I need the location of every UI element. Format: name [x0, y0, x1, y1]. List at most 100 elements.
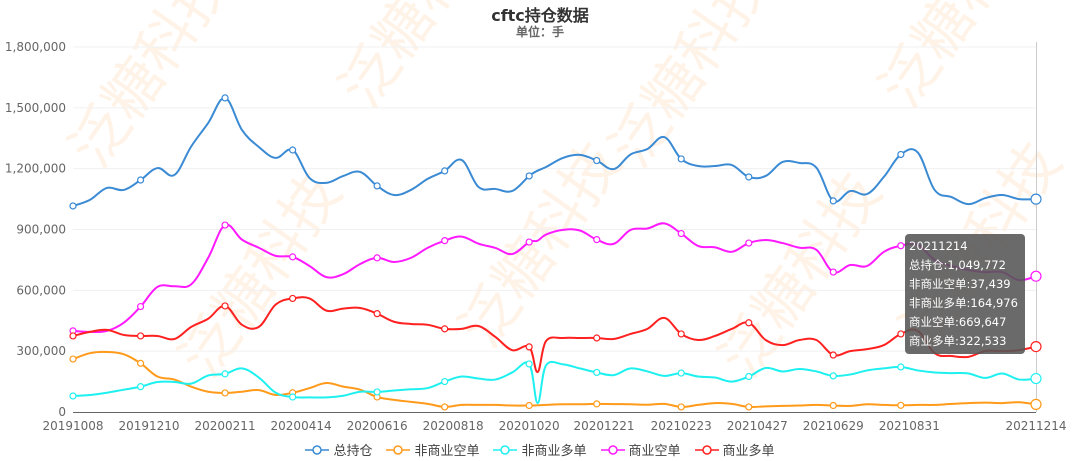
data-point-marker[interactable] [897, 401, 905, 409]
data-point-marker[interactable] [221, 370, 229, 378]
data-point-marker[interactable] [1030, 270, 1042, 282]
legend-label: 商业多单 [722, 444, 775, 459]
data-point-marker[interactable] [525, 360, 533, 368]
data-point-marker[interactable] [593, 400, 601, 408]
data-point-marker[interactable] [593, 368, 601, 377]
data-point-marker[interactable] [136, 332, 145, 340]
data-point-marker[interactable] [525, 172, 533, 180]
data-point-marker[interactable] [897, 242, 905, 250]
data-point-marker[interactable] [677, 403, 685, 411]
legend-label: 总持仓 [333, 444, 373, 459]
x-tick-label: 20210223 [651, 419, 712, 433]
data-point-marker[interactable] [525, 343, 533, 351]
data-point-marker[interactable] [221, 302, 229, 310]
data-point-marker[interactable] [745, 173, 753, 181]
y-tick-label: 300,000 [16, 344, 66, 358]
x-tick-label: 20211214 [1005, 419, 1066, 433]
data-point-marker[interactable] [289, 393, 297, 401]
legend-line-circle-icon [600, 444, 625, 455]
data-point-marker[interactable] [1030, 372, 1042, 385]
data-point-marker[interactable] [677, 229, 685, 238]
data-point-marker[interactable] [373, 388, 381, 396]
legend-line-circle-icon [305, 444, 330, 455]
data-point-marker[interactable] [221, 389, 229, 397]
data-point-marker[interactable] [69, 355, 77, 363]
tooltip-row: 总持仓:1,049,772 [909, 258, 1006, 272]
data-point-marker[interactable] [829, 372, 837, 380]
legend-item[interactable]: 总持仓 [305, 440, 372, 459]
data-point-marker[interactable] [745, 239, 753, 247]
data-point-marker[interactable] [136, 302, 145, 311]
data-point-marker[interactable] [441, 403, 449, 411]
data-point-marker[interactable] [1030, 398, 1042, 411]
x-tick-label: 20200818 [423, 419, 484, 433]
data-point-marker[interactable] [525, 401, 533, 410]
data-point-marker[interactable] [897, 363, 905, 371]
y-tick-label: 900,000 [16, 223, 66, 237]
legend-item[interactable]: 商业多单 [694, 440, 775, 459]
y-tick-label: 1,200,000 [5, 162, 66, 176]
legend-item[interactable]: 非商业多单 [493, 440, 587, 459]
data-point-marker[interactable] [373, 310, 381, 318]
data-point-marker[interactable] [593, 334, 601, 342]
data-point-marker[interactable] [829, 351, 837, 359]
data-point-marker[interactable] [1030, 193, 1042, 205]
data-point-marker[interactable] [593, 236, 601, 244]
data-point-marker[interactable] [593, 156, 601, 165]
x-tick-label: 20201221 [573, 419, 634, 433]
tooltip-date: 20211214 [909, 239, 968, 253]
legend-line-circle-icon [493, 444, 518, 455]
data-point-marker[interactable] [221, 221, 229, 229]
data-point-marker[interactable] [745, 403, 753, 411]
data-point-marker[interactable] [829, 268, 837, 276]
data-point-marker[interactable] [221, 94, 229, 102]
series-line[interactable] [72, 350, 1037, 409]
x-tick-label: 20191210 [118, 419, 179, 433]
data-point-marker[interactable] [745, 372, 753, 381]
legend-item[interactable]: 商业空单 [600, 440, 681, 459]
legend-item[interactable]: 非商业空单 [386, 440, 479, 459]
data-point-marker[interactable] [745, 319, 753, 327]
x-tick-label: 20210629 [803, 419, 864, 433]
data-point-marker[interactable] [441, 325, 449, 333]
data-point-marker[interactable] [441, 237, 449, 245]
legend-label: 商业空单 [628, 444, 681, 459]
data-point-marker[interactable] [373, 182, 381, 190]
data-point-marker[interactable] [69, 332, 77, 340]
data-point-marker[interactable] [441, 377, 449, 386]
data-point-marker[interactable] [136, 383, 145, 391]
data-point-marker[interactable] [677, 369, 685, 377]
data-point-marker[interactable] [69, 202, 77, 210]
data-point-marker[interactable] [525, 238, 533, 246]
data-point-marker[interactable] [289, 294, 297, 303]
x-tick-label: 20210831 [879, 419, 940, 433]
data-point-marker[interactable] [289, 253, 297, 261]
chart-title: cftc持仓数据 [491, 6, 589, 25]
data-point-marker[interactable] [829, 401, 837, 410]
data-point-marker[interactable] [136, 176, 145, 184]
data-point-marker[interactable] [1030, 340, 1042, 353]
data-point-marker[interactable] [897, 150, 905, 159]
data-point-marker[interactable] [829, 197, 837, 205]
data-point-marker[interactable] [136, 359, 145, 367]
series-line[interactable] [72, 222, 1037, 334]
legend-label: 非商业多单 [521, 444, 587, 459]
data-point-marker[interactable] [677, 155, 685, 163]
series-line[interactable] [72, 296, 1037, 374]
data-point-marker[interactable] [69, 392, 77, 400]
legend: 总持仓 非商业空单 非商业多单 商业空单 商业多单 [0, 440, 1080, 459]
x-tick-label: 20200414 [271, 419, 332, 433]
data-point-marker[interactable] [677, 330, 685, 338]
data-point-marker[interactable] [289, 146, 297, 154]
series-line[interactable] [72, 96, 1037, 207]
tooltip-row: 非商业空单:37,439 [909, 277, 1011, 291]
data-point-marker[interactable] [897, 330, 905, 338]
x-tick-label: 20210427 [727, 419, 788, 433]
data-point-marker[interactable] [373, 254, 381, 262]
x-tick-label: 20200211 [195, 419, 256, 433]
data-point-marker[interactable] [441, 167, 449, 175]
legend-label: 非商业空单 [414, 444, 480, 459]
series-line[interactable] [72, 360, 1037, 405]
